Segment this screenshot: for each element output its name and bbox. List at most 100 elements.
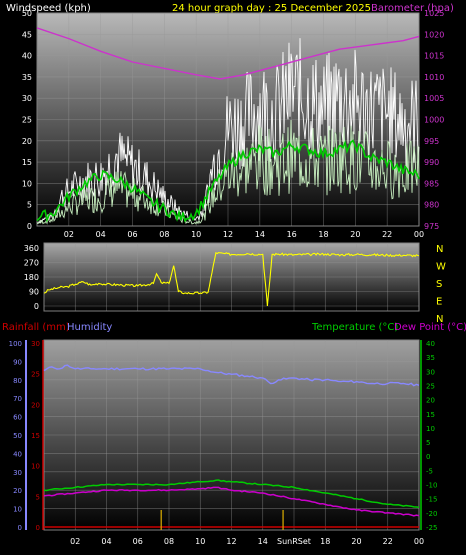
humidity-tick-label: 60 <box>13 414 22 422</box>
temp-x-tick-label: 14 <box>258 537 268 546</box>
wind-tick-label: 5 <box>27 201 32 210</box>
temp-tick-label: -15 <box>426 496 437 504</box>
rain-tick-label: 15 <box>31 432 40 440</box>
rain-tick-label: 0 <box>36 524 40 532</box>
baro-tick-label: 980 <box>424 201 439 210</box>
temp-tick-label: 30 <box>426 368 435 376</box>
wind-x-tick-label: 14 <box>255 230 265 239</box>
temp-x-tick-label: 00 <box>414 537 424 546</box>
compass-label: W <box>436 262 446 273</box>
humidity-tick-label: 90 <box>13 358 22 366</box>
temp-tick-label: 15 <box>426 411 435 419</box>
wind-gust-series <box>36 38 420 225</box>
humidity-tick-label: 100 <box>9 340 22 348</box>
temp-x-tick-label: 20 <box>351 537 361 546</box>
humidity-tick-label: 10 <box>13 506 22 514</box>
baro-tick-label: 1005 <box>424 94 444 103</box>
temperature-series <box>43 479 420 508</box>
wind-tick-label: 10 <box>22 179 32 188</box>
temp-tick-label: 40 <box>426 340 435 348</box>
wind-x-tick-label: 10 <box>191 230 201 239</box>
wind-tick-label: 50 <box>22 9 32 18</box>
temp-tick-label: 5 <box>426 439 430 447</box>
temp-x-tick-label: 22 <box>383 537 393 546</box>
baro-tick-label: 1020 <box>424 30 444 39</box>
temp-tick-label: 0 <box>426 453 430 461</box>
temp-tick-label: -5 <box>426 467 433 475</box>
temp-x-tick-label: 06 <box>133 537 143 546</box>
baro-tick-label: 975 <box>424 222 439 231</box>
humidity-tick-label: 30 <box>13 469 22 477</box>
temp-tick-label: 10 <box>426 425 435 433</box>
rain-tick-label: 25 <box>31 371 40 379</box>
direction-tick-label: 90 <box>29 288 39 297</box>
rain-tick-label: 30 <box>31 340 40 348</box>
temp-x-tick-label: SunRSet <box>277 537 311 546</box>
direction-series <box>43 251 420 307</box>
baro-ticks: 975 980 985 990 995 1000 1005 1010 1015 1020 1025 <box>424 9 444 231</box>
humidity-tick-label: 70 <box>13 395 22 403</box>
humidity-tick-label: 20 <box>13 487 22 495</box>
direction-grid <box>44 243 420 311</box>
baro-tick-label: 1000 <box>424 116 444 125</box>
temp-tick-label: -25 <box>426 524 437 532</box>
temp-tick-label: 35 <box>426 354 435 362</box>
baro-tick-label: 990 <box>424 158 439 167</box>
compass-label: S <box>436 279 442 290</box>
wind-x-ticks: 02 04 06 08 10 12 14 16 18 20 22 00 <box>64 230 424 239</box>
humidity-tick-label: 40 <box>13 450 22 458</box>
temp-series <box>43 364 420 530</box>
wind-ticks: 0 5 10 15 20 25 30 35 40 45 50 <box>22 9 32 231</box>
humidity-ticks: 0 10 20 30 40 50 60 70 80 90 100 <box>9 340 27 532</box>
humidity-label: Humidity <box>67 322 112 333</box>
compass-label: E <box>436 297 442 308</box>
temp-x-tick-label: 08 <box>164 537 174 546</box>
dewpoint-series <box>43 486 420 517</box>
temp-label: Temperature (°C) <box>311 322 398 333</box>
wind-x-tick-label: 02 <box>64 230 74 239</box>
wind-tick-label: 20 <box>22 137 32 146</box>
wind-x-tick-label: 00 <box>414 230 424 239</box>
wind-trend-series <box>36 139 420 223</box>
wind-tick-label: 25 <box>22 116 32 125</box>
wind-tick-label: 40 <box>22 52 32 61</box>
dew-label: Dew Point (°C) <box>394 322 466 333</box>
barometer-series <box>36 27 420 80</box>
rain-tick-label: 5 <box>36 493 40 501</box>
wind-tick-label: 15 <box>22 158 32 167</box>
wind-tick-label: 35 <box>22 73 32 82</box>
baro-tick-label: 1010 <box>424 73 444 82</box>
temp-tick-label: 25 <box>426 382 435 390</box>
wind-x-tick-label: 12 <box>223 230 233 239</box>
wind-x-tick-label: 20 <box>350 230 360 239</box>
temp-x-tick-label: 10 <box>195 537 205 546</box>
baro-tick-label: 1015 <box>424 52 444 61</box>
temp-tick-label: -20 <box>426 510 437 518</box>
temp-ticks: -25 -20 -15 -10 -5 0 5 10 15 20 25 30 35 40 <box>420 340 437 532</box>
direction-tick-label: 270 <box>24 259 39 268</box>
humidity-tick-label: 80 <box>13 377 22 385</box>
rain-ticks: 0 5 10 15 20 25 30 <box>31 340 44 532</box>
direction-ticks: 0 90 180 270 360 <box>24 244 39 311</box>
baro-tick-label: 995 <box>424 137 439 146</box>
wind-x-tick-label: 18 <box>318 230 328 239</box>
baro-tick-label: 985 <box>424 179 439 188</box>
wind-x-tick-label: 08 <box>159 230 169 239</box>
temp-x-tick-label: 02 <box>70 537 80 546</box>
wind-x-tick-label: 22 <box>382 230 392 239</box>
direction-series <box>43 251 420 307</box>
baro-tick-label: 1025 <box>424 9 444 18</box>
temp-x-tick-label: 18 <box>320 537 330 546</box>
wind-x-tick-label: 04 <box>96 230 106 239</box>
wind-axis-label: Windspeed (kph) <box>6 3 91 14</box>
baro-axis-label: Barometer (hpa) <box>371 3 454 14</box>
wind-x-tick-label: 06 <box>127 230 137 239</box>
wind-tick-label: 45 <box>22 30 32 39</box>
temp-x-tick-label: 12 <box>226 537 236 546</box>
direction-tick-label: 360 <box>24 244 39 253</box>
